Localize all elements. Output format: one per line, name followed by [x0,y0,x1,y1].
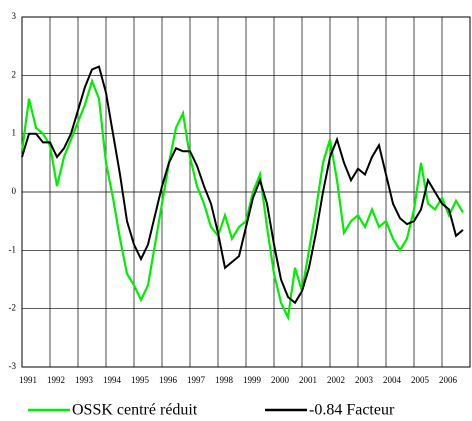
x-tick-label: 1995 [131,375,150,385]
y-tick-label: 2 [12,69,17,79]
x-tick-label: 1996 [159,375,178,385]
x-tick-label: 1998 [215,375,234,385]
x-tick-label: 2003 [355,375,374,385]
x-tick-label: 1994 [103,375,122,385]
x-tick-label: 1992 [47,375,65,385]
y-tick-label: 3 [12,11,17,21]
x-tick-label: 2005 [411,375,430,385]
x-tick-label: 1993 [75,375,94,385]
x-tick-label: 2000 [271,375,290,385]
legend-label: -0.84 Facteur [309,402,395,419]
series-line [21,65,464,305]
x-tick-label: 2001 [299,375,317,385]
y-tick-label: -3 [9,361,17,371]
x-tick-label: 2004 [383,375,402,385]
y-tick-label: -1 [9,244,17,254]
x-tick-label: 1991 [19,375,37,385]
y-tick-label: 1 [12,128,17,138]
y-tick-label: 0 [12,186,17,196]
x-tick-label: 1999 [243,375,262,385]
x-tick-label: 2006 [439,375,458,385]
plot-border [21,16,471,368]
series-line [20,77,464,322]
legend-label: OSSK centré réduit [72,402,198,419]
x-tick-label: 2002 [327,375,345,385]
x-tick-label: 1997 [187,375,206,385]
y-tick-label: -2 [9,303,17,313]
